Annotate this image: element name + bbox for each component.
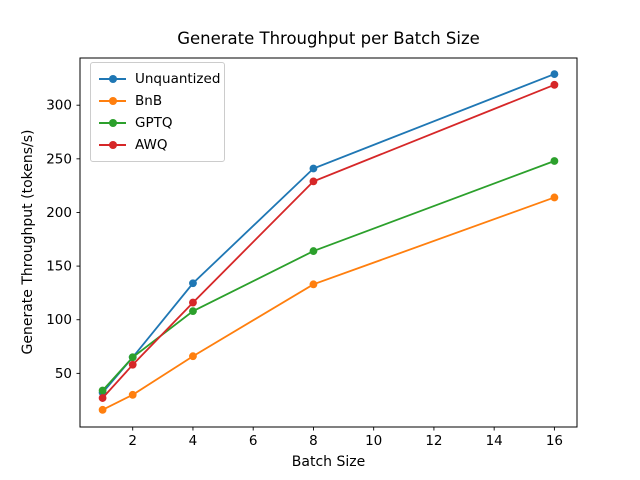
data-point-bnb	[550, 193, 559, 202]
data-point-gptq	[98, 386, 107, 395]
legend-item: Unquantized	[99, 68, 220, 90]
legend-line-marker-icon	[99, 140, 126, 150]
legend-label: AWQ	[135, 137, 168, 153]
x-tick-label: 4	[189, 433, 198, 449]
y-tick-label: 250	[46, 151, 72, 167]
y-tick-label: 150	[46, 259, 72, 275]
data-point-awq	[550, 80, 559, 89]
x-tick-label: 14	[486, 433, 503, 449]
x-tick-label: 10	[365, 433, 382, 449]
x-tick-label: 16	[546, 433, 563, 449]
data-point-awq	[189, 298, 197, 307]
legend-label: BnB	[135, 93, 163, 109]
data-point-awq	[128, 360, 137, 369]
data-point-unquantized	[189, 279, 197, 288]
legend-label: Unquantized	[135, 71, 221, 87]
x-tick-label: 6	[249, 433, 258, 449]
legend-line-marker-icon	[99, 118, 126, 128]
series-line-gptq	[101, 160, 555, 392]
legend-item: AWQ	[99, 134, 216, 156]
legend-label: GPTQ	[135, 115, 173, 131]
data-point-bnb	[309, 280, 318, 289]
x-tick-label: 12	[425, 433, 442, 449]
data-point-gptq	[189, 307, 197, 316]
legend-line-marker-icon	[99, 74, 126, 84]
data-point-gptq	[309, 247, 318, 255]
y-tick-label: 300	[46, 98, 72, 114]
y-tick-label: 100	[46, 312, 72, 328]
plot-border	[79, 57, 578, 428]
y-axis-label: Generate Throughput (tokens/s)	[20, 129, 36, 355]
data-point-bnb	[128, 390, 137, 399]
data-point-bnb	[189, 352, 197, 361]
data-point-awq	[98, 394, 107, 402]
data-point-unquantized	[309, 164, 318, 173]
legend: Unquantized BnB GPTQ AWQ	[90, 62, 225, 162]
legend-line-marker-icon	[99, 96, 126, 106]
data-point-unquantized	[550, 70, 559, 78]
data-point-gptq	[550, 157, 559, 165]
y-tick-label: 50	[55, 366, 72, 382]
data-point-gptq	[128, 353, 137, 362]
series-line-bnb	[102, 196, 555, 411]
x-axis-label: Batch Size	[291, 454, 366, 470]
y-tick-label: 200	[46, 205, 72, 221]
chart-title: Generate Throughput per Batch Size	[177, 29, 480, 48]
x-tick-label: 8	[309, 433, 318, 449]
data-point-awq	[309, 177, 318, 186]
legend-item: GPTQ	[99, 112, 216, 134]
x-tick-label: 2	[128, 433, 137, 449]
legend-item: BnB	[99, 90, 216, 112]
data-point-bnb	[98, 405, 107, 414]
